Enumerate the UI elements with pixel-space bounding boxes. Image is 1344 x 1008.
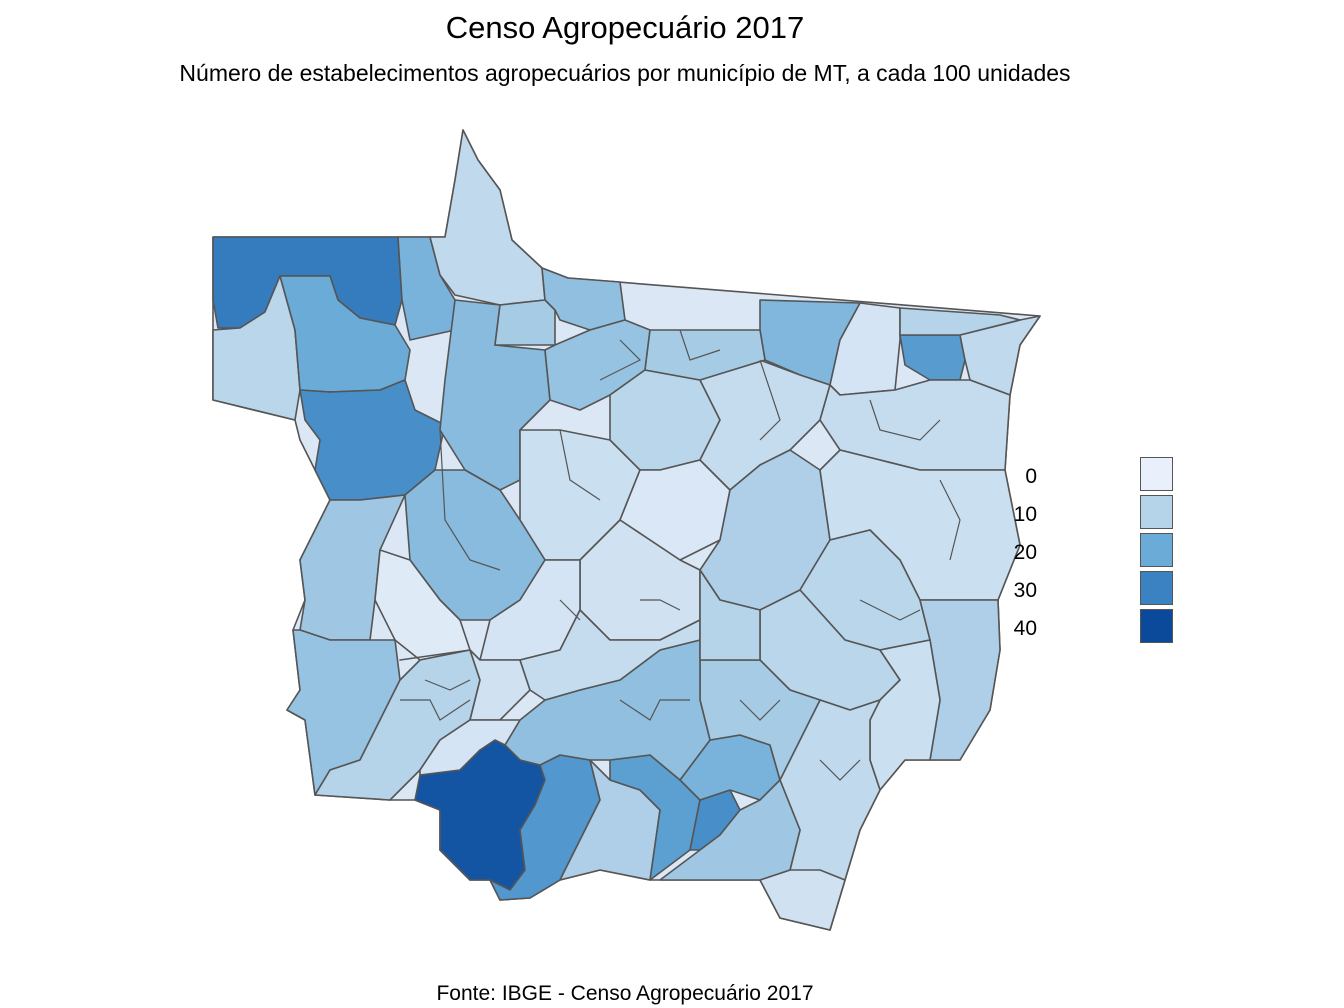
- municipality-se-4: [759, 869, 846, 931]
- legend-swatch: [1140, 609, 1173, 643]
- legend-label: 40: [1013, 617, 1037, 640]
- municipality-cs-3: [699, 569, 761, 661]
- map-subtitle: Número de estabelecimentos agropecuários…: [179, 60, 1071, 86]
- legend-swatch: [1140, 495, 1173, 529]
- legend-swatch: [1140, 533, 1173, 567]
- legend-label: 30: [1013, 579, 1037, 602]
- municipal-boundaries: [400, 329, 961, 781]
- municipality-ne-4: [959, 315, 1041, 396]
- legend-label: 0: [1025, 465, 1037, 488]
- map-title: Censo Agropecuário 2017: [445, 10, 805, 45]
- legend-swatch: [1140, 457, 1173, 491]
- municipality-cs-4: [419, 719, 521, 776]
- legend-swatch: [1140, 571, 1173, 605]
- municipality-cs-5: [659, 779, 801, 881]
- legend-label: 10: [1013, 503, 1037, 526]
- legend-label: 20: [1013, 541, 1037, 564]
- municipality-sw-3: [399, 649, 531, 721]
- map-caption: Fonte: IBGE - Censo Agropecuário 2017: [436, 982, 814, 1005]
- municipality-n-1: [429, 129, 546, 306]
- municipality-cs-2: [519, 609, 701, 701]
- municipality-ne-5: [899, 307, 1021, 336]
- municipality-n-3: [494, 299, 556, 346]
- municipality-nw-3: [279, 275, 411, 393]
